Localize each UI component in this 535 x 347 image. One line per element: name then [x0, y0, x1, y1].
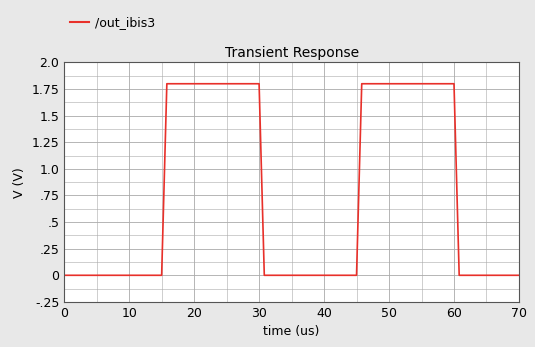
Y-axis label: V (V): V (V): [13, 167, 26, 197]
X-axis label: time (us): time (us): [263, 325, 320, 338]
Legend: /out_ibis3: /out_ibis3: [71, 16, 156, 29]
Title: Transient Response: Transient Response: [225, 46, 358, 60]
